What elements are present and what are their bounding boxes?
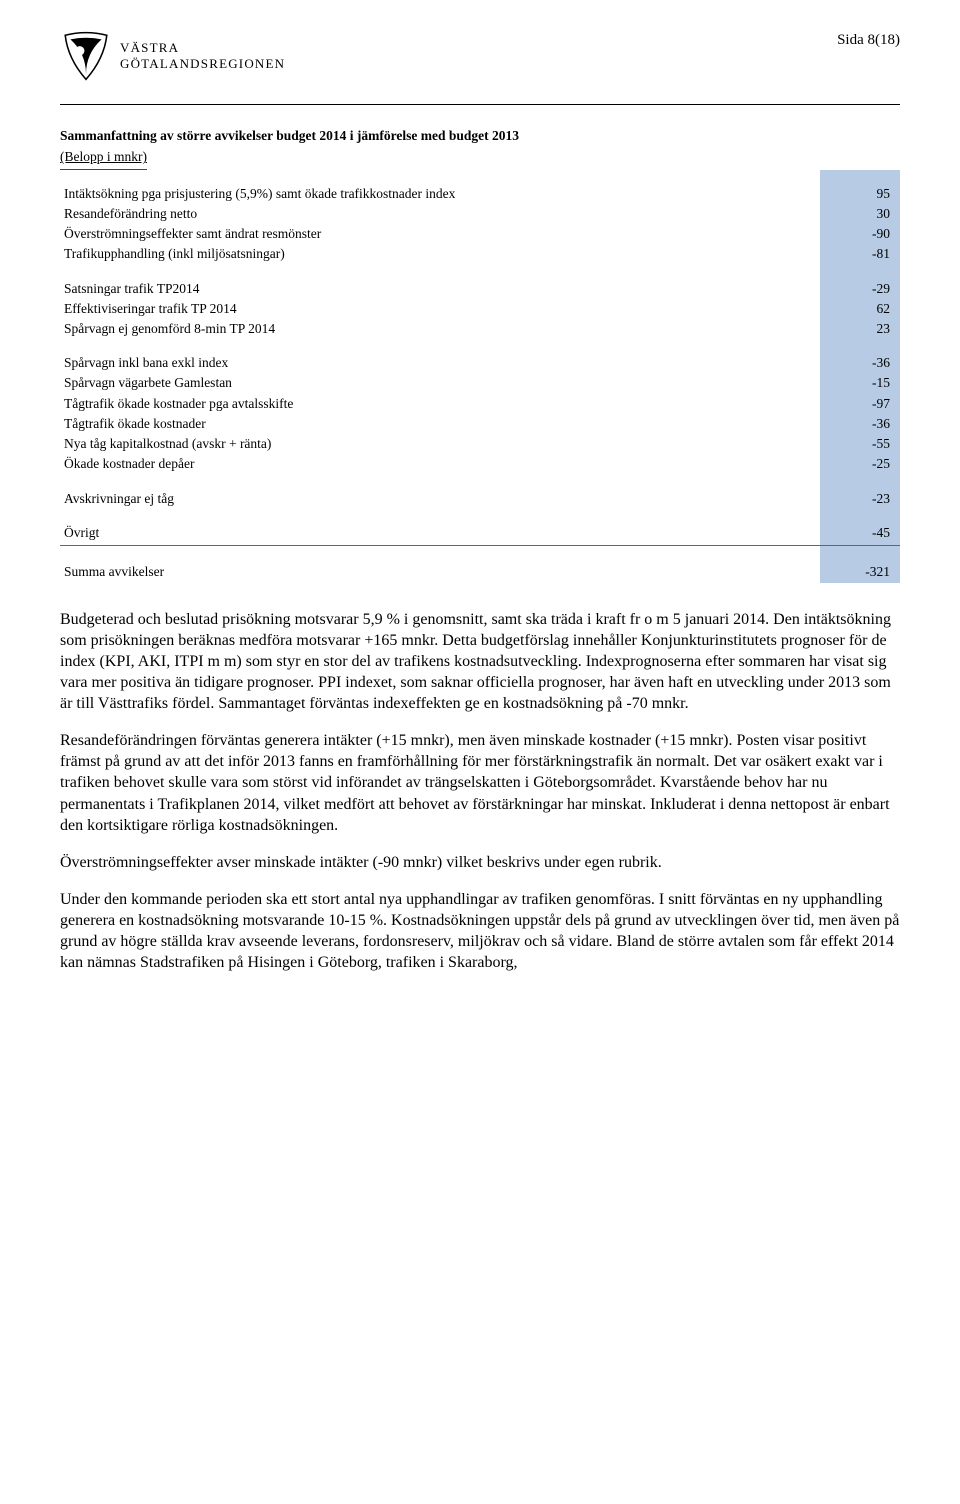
- table-row: Avskrivningar ej tåg-23: [60, 489, 900, 509]
- table-row: Intäktsökning pga prisjustering (5,9%) s…: [60, 184, 900, 204]
- table-row: Satsningar trafik TP2014-29: [60, 279, 900, 299]
- deviation-data-table: Intäktsökning pga prisjustering (5,9%) s…: [60, 170, 900, 583]
- row-label: Nya tåg kapitalkostnad (avskr + ränta): [60, 434, 820, 454]
- row-value: -36: [820, 353, 900, 373]
- sum-label: Summa avvikelser: [60, 559, 820, 582]
- body-paragraph: Överströmningseffekter avser minskade in…: [60, 852, 900, 873]
- vgr-logo-icon: [60, 30, 112, 88]
- row-value: -15: [820, 373, 900, 393]
- row-value: -29: [820, 279, 900, 299]
- body-paragraph: Resandeförändringen förväntas generera i…: [60, 730, 900, 836]
- table-row: Nya tåg kapitalkostnad (avskr + ränta)-5…: [60, 434, 900, 454]
- table-row: Spårvagn ej genomförd 8-min TP 201423: [60, 319, 900, 339]
- row-label: Intäktsökning pga prisjustering (5,9%) s…: [60, 184, 820, 204]
- row-label: Spårvagn inkl bana exkl index: [60, 353, 820, 373]
- table-spacer: [60, 339, 900, 353]
- row-value: -81: [820, 244, 900, 264]
- row-value: 23: [820, 319, 900, 339]
- logo-text: VÄSTRA GÖTALANDSREGIONEN: [120, 30, 285, 73]
- row-value: 95: [820, 184, 900, 204]
- row-label: Avskrivningar ej tåg: [60, 489, 820, 509]
- table-row: Överströmningseffekter samt ändrat resmö…: [60, 224, 900, 244]
- row-label: Resandeförändring netto: [60, 204, 820, 224]
- row-label: Överströmningseffekter samt ändrat resmö…: [60, 224, 820, 244]
- logo-block: VÄSTRA GÖTALANDSREGIONEN: [60, 30, 285, 88]
- row-label: Effektiviseringar trafik TP 2014: [60, 299, 820, 319]
- table-row: Tågtrafik ökade kostnader-36: [60, 414, 900, 434]
- deviation-table: Sammanfattning av större avvikelser budg…: [60, 127, 900, 582]
- row-label: Ökade kostnader depåer: [60, 454, 820, 474]
- table-spacer: [60, 475, 900, 489]
- logo-line2: GÖTALANDSREGIONEN: [120, 56, 285, 72]
- row-value: -45: [820, 523, 900, 543]
- table-spacer: [60, 545, 900, 559]
- row-label: Spårvagn ej genomförd 8-min TP 2014: [60, 319, 820, 339]
- row-value: 30: [820, 204, 900, 224]
- table-spacer: [60, 265, 900, 279]
- row-label: Trafikupphandling (inkl miljösatsningar): [60, 244, 820, 264]
- table-row: Övrigt-45: [60, 523, 900, 543]
- row-value: -90: [820, 224, 900, 244]
- row-value: -36: [820, 414, 900, 434]
- row-value: 62: [820, 299, 900, 319]
- row-label: Satsningar trafik TP2014: [60, 279, 820, 299]
- table-row: Spårvagn inkl bana exkl index-36: [60, 353, 900, 373]
- row-label: Spårvagn vägarbete Gamlestan: [60, 373, 820, 393]
- table-sum-row: Summa avvikelser-321: [60, 559, 900, 582]
- header-rule: [60, 104, 900, 105]
- row-value: -25: [820, 454, 900, 474]
- table-row: Effektiviseringar trafik TP 201462: [60, 299, 900, 319]
- row-label: Tågtrafik ökade kostnader: [60, 414, 820, 434]
- table-row: Tågtrafik ökade kostnader pga avtalsskif…: [60, 394, 900, 414]
- logo-line1: VÄSTRA: [120, 40, 285, 56]
- row-label: Tågtrafik ökade kostnader pga avtalsskif…: [60, 394, 820, 414]
- body-paragraph: Budgeterad och beslutad prisökning motsv…: [60, 609, 900, 715]
- body-text: Budgeterad och beslutad prisökning motsv…: [60, 609, 900, 974]
- row-value: -55: [820, 434, 900, 454]
- page-number: Sida 8(18): [837, 30, 900, 50]
- table-title: Sammanfattning av större avvikelser budg…: [60, 127, 900, 145]
- sum-value: -321: [820, 559, 900, 582]
- table-row: Ökade kostnader depåer-25: [60, 454, 900, 474]
- table-row: Spårvagn vägarbete Gamlestan-15: [60, 373, 900, 393]
- table-row: Resandeförändring netto30: [60, 204, 900, 224]
- row-value: -97: [820, 394, 900, 414]
- table-spacer: [60, 170, 900, 184]
- table-spacer: [60, 509, 900, 523]
- page-header: VÄSTRA GÖTALANDSREGIONEN Sida 8(18): [60, 30, 900, 88]
- body-paragraph: Under den kommande perioden ska ett stor…: [60, 889, 900, 973]
- table-subtitle: (Belopp i mnkr): [60, 148, 147, 169]
- row-value: -23: [820, 489, 900, 509]
- table-row: Trafikupphandling (inkl miljösatsningar)…: [60, 244, 900, 264]
- row-label: Övrigt: [60, 523, 820, 543]
